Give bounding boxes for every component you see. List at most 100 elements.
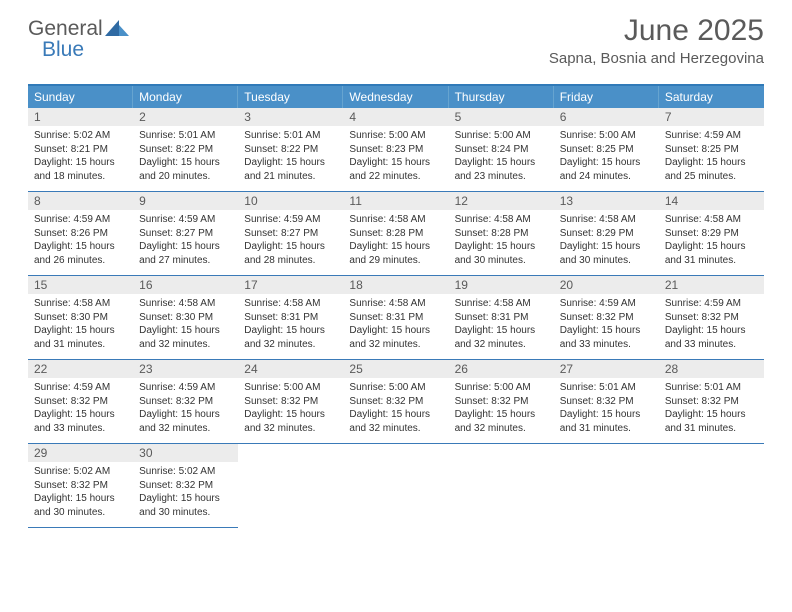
daylight-text-1: Daylight: 15 hours: [244, 156, 337, 170]
sunset-text: Sunset: 8:27 PM: [244, 227, 337, 241]
day-cell: 10Sunrise: 4:59 AMSunset: 8:27 PMDayligh…: [238, 192, 343, 276]
empty-cell: [554, 444, 659, 528]
sunset-text: Sunset: 8:26 PM: [34, 227, 127, 241]
daylight-text-2: and 32 minutes.: [349, 338, 442, 352]
sunrise-text: Sunrise: 4:59 AM: [34, 213, 127, 227]
day-info: Sunrise: 4:58 AMSunset: 8:29 PMDaylight:…: [554, 210, 659, 267]
day-info: Sunrise: 4:58 AMSunset: 8:28 PMDaylight:…: [343, 210, 448, 267]
sunset-text: Sunset: 8:32 PM: [665, 395, 758, 409]
daylight-text-2: and 29 minutes.: [349, 254, 442, 268]
brand-logo: General Blue: [28, 18, 131, 60]
sunset-text: Sunset: 8:32 PM: [665, 311, 758, 325]
sunset-text: Sunset: 8:30 PM: [139, 311, 232, 325]
day-number: 12: [449, 192, 554, 210]
sunrise-text: Sunrise: 4:58 AM: [139, 297, 232, 311]
day-cell: 3Sunrise: 5:01 AMSunset: 8:22 PMDaylight…: [238, 108, 343, 192]
sunrise-text: Sunrise: 5:00 AM: [455, 381, 548, 395]
day-info: Sunrise: 4:59 AMSunset: 8:32 PMDaylight:…: [659, 294, 764, 351]
day-number: 30: [133, 444, 238, 462]
weekday-header: Monday: [133, 86, 238, 108]
day-info: Sunrise: 5:00 AMSunset: 8:32 PMDaylight:…: [449, 378, 554, 435]
day-number: 1: [28, 108, 133, 126]
day-cell: 25Sunrise: 5:00 AMSunset: 8:32 PMDayligh…: [343, 360, 448, 444]
daylight-text-2: and 33 minutes.: [34, 422, 127, 436]
day-number: 18: [343, 276, 448, 294]
day-number: 9: [133, 192, 238, 210]
day-cell: 15Sunrise: 4:58 AMSunset: 8:30 PMDayligh…: [28, 276, 133, 360]
sunset-text: Sunset: 8:22 PM: [244, 143, 337, 157]
day-info: Sunrise: 4:59 AMSunset: 8:32 PMDaylight:…: [133, 378, 238, 435]
day-info: Sunrise: 4:58 AMSunset: 8:28 PMDaylight:…: [449, 210, 554, 267]
sunset-text: Sunset: 8:32 PM: [139, 479, 232, 493]
day-number: 14: [659, 192, 764, 210]
daylight-text-2: and 32 minutes.: [139, 338, 232, 352]
day-info: Sunrise: 5:00 AMSunset: 8:23 PMDaylight:…: [343, 126, 448, 183]
empty-cell: [343, 444, 448, 528]
day-cell: 28Sunrise: 5:01 AMSunset: 8:32 PMDayligh…: [659, 360, 764, 444]
page-title-block: June 2025 Sapna, Bosnia and Herzegovina: [549, 14, 764, 67]
sunrise-text: Sunrise: 4:58 AM: [349, 213, 442, 227]
day-info: Sunrise: 5:02 AMSunset: 8:32 PMDaylight:…: [133, 462, 238, 519]
sunset-text: Sunset: 8:31 PM: [244, 311, 337, 325]
day-number: 21: [659, 276, 764, 294]
day-info: Sunrise: 5:02 AMSunset: 8:32 PMDaylight:…: [28, 462, 133, 519]
daylight-text-1: Daylight: 15 hours: [455, 408, 548, 422]
weekday-header: Wednesday: [343, 86, 448, 108]
daylight-text-1: Daylight: 15 hours: [34, 240, 127, 254]
day-cell: 12Sunrise: 4:58 AMSunset: 8:28 PMDayligh…: [449, 192, 554, 276]
day-info: Sunrise: 4:59 AMSunset: 8:27 PMDaylight:…: [133, 210, 238, 267]
day-number: 6: [554, 108, 659, 126]
day-cell: 29Sunrise: 5:02 AMSunset: 8:32 PMDayligh…: [28, 444, 133, 528]
day-info: Sunrise: 4:58 AMSunset: 8:29 PMDaylight:…: [659, 210, 764, 267]
daylight-text-2: and 30 minutes.: [139, 506, 232, 520]
day-info: Sunrise: 5:00 AMSunset: 8:32 PMDaylight:…: [238, 378, 343, 435]
day-number: 11: [343, 192, 448, 210]
day-cell: 18Sunrise: 4:58 AMSunset: 8:31 PMDayligh…: [343, 276, 448, 360]
daylight-text-2: and 32 minutes.: [244, 422, 337, 436]
daylight-text-1: Daylight: 15 hours: [349, 240, 442, 254]
day-cell: 21Sunrise: 4:59 AMSunset: 8:32 PMDayligh…: [659, 276, 764, 360]
title-location: Sapna, Bosnia and Herzegovina: [549, 50, 764, 67]
sunrise-text: Sunrise: 5:01 AM: [244, 129, 337, 143]
daylight-text-2: and 27 minutes.: [139, 254, 232, 268]
sunrise-text: Sunrise: 4:59 AM: [665, 129, 758, 143]
day-cell: 26Sunrise: 5:00 AMSunset: 8:32 PMDayligh…: [449, 360, 554, 444]
daylight-text-2: and 31 minutes.: [34, 338, 127, 352]
day-number: 20: [554, 276, 659, 294]
day-number: 19: [449, 276, 554, 294]
sunrise-text: Sunrise: 4:59 AM: [139, 213, 232, 227]
day-cell: 14Sunrise: 4:58 AMSunset: 8:29 PMDayligh…: [659, 192, 764, 276]
day-cell: 16Sunrise: 4:58 AMSunset: 8:30 PMDayligh…: [133, 276, 238, 360]
sunrise-text: Sunrise: 4:59 AM: [560, 297, 653, 311]
day-cell: 30Sunrise: 5:02 AMSunset: 8:32 PMDayligh…: [133, 444, 238, 528]
daylight-text-2: and 32 minutes.: [455, 422, 548, 436]
day-number: 16: [133, 276, 238, 294]
daylight-text-1: Daylight: 15 hours: [560, 408, 653, 422]
sunrise-text: Sunrise: 4:58 AM: [244, 297, 337, 311]
sunset-text: Sunset: 8:27 PM: [139, 227, 232, 241]
daylight-text-2: and 23 minutes.: [455, 170, 548, 184]
sunrise-text: Sunrise: 4:59 AM: [244, 213, 337, 227]
daylight-text-2: and 22 minutes.: [349, 170, 442, 184]
daylight-text-2: and 31 minutes.: [665, 254, 758, 268]
daylight-text-2: and 32 minutes.: [349, 422, 442, 436]
sunrise-text: Sunrise: 4:59 AM: [665, 297, 758, 311]
day-info: Sunrise: 5:01 AMSunset: 8:22 PMDaylight:…: [238, 126, 343, 183]
daylight-text-1: Daylight: 15 hours: [560, 324, 653, 338]
daylight-text-1: Daylight: 15 hours: [34, 156, 127, 170]
sunset-text: Sunset: 8:30 PM: [34, 311, 127, 325]
day-number: 7: [659, 108, 764, 126]
daylight-text-1: Daylight: 15 hours: [139, 240, 232, 254]
sunrise-text: Sunrise: 5:00 AM: [455, 129, 548, 143]
day-number: 5: [449, 108, 554, 126]
sunset-text: Sunset: 8:28 PM: [349, 227, 442, 241]
sunset-text: Sunset: 8:31 PM: [349, 311, 442, 325]
daylight-text-1: Daylight: 15 hours: [244, 408, 337, 422]
sunrise-text: Sunrise: 5:02 AM: [139, 465, 232, 479]
logo-text-general: General: [28, 19, 103, 39]
sunrise-text: Sunrise: 5:01 AM: [139, 129, 232, 143]
sunrise-text: Sunrise: 4:58 AM: [34, 297, 127, 311]
logo-triangle-icon: [105, 18, 131, 40]
daylight-text-2: and 21 minutes.: [244, 170, 337, 184]
day-info: Sunrise: 4:58 AMSunset: 8:31 PMDaylight:…: [238, 294, 343, 351]
